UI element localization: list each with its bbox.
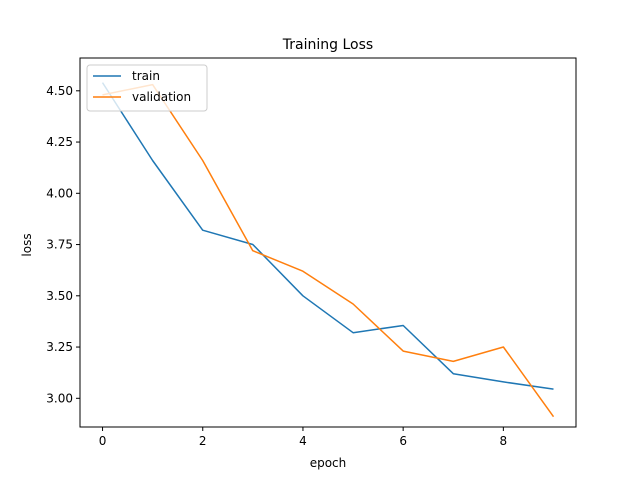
plot-frame (79, 57, 577, 428)
axis-ticks: 0 2 4 6 8 3.00 3.25 3.50 3.75 4.00 4.25 4.50 (46, 84, 507, 448)
y-axis-label: loss (20, 233, 34, 256)
y-tick-label: 3.50 (46, 289, 73, 303)
y-tick-label: 4.25 (46, 135, 73, 149)
x-tick-label: 8 (500, 434, 508, 448)
x-tick-label: 2 (199, 434, 207, 448)
legend: train validation (86, 64, 208, 112)
y-tick-label: 3.25 (46, 340, 73, 354)
y-tick-label: 3.75 (46, 238, 73, 252)
x-tick-label: 4 (299, 434, 307, 448)
x-axis-label: epoch (310, 456, 347, 470)
y-tick-label: 4.00 (46, 186, 73, 200)
legend-label-validation: validation (132, 90, 191, 104)
plot-lines (101, 82, 555, 418)
y-tick-label: 3.00 (46, 391, 73, 405)
x-tick-label: 0 (99, 434, 107, 448)
series-line-train (101, 82, 554, 390)
chart-title: Training Loss (282, 37, 373, 53)
x-tick-label: 6 (399, 434, 407, 448)
y-tick-label: 4.50 (46, 84, 73, 98)
series-line-validation (102, 83, 555, 418)
legend-label-train: train (132, 69, 160, 83)
